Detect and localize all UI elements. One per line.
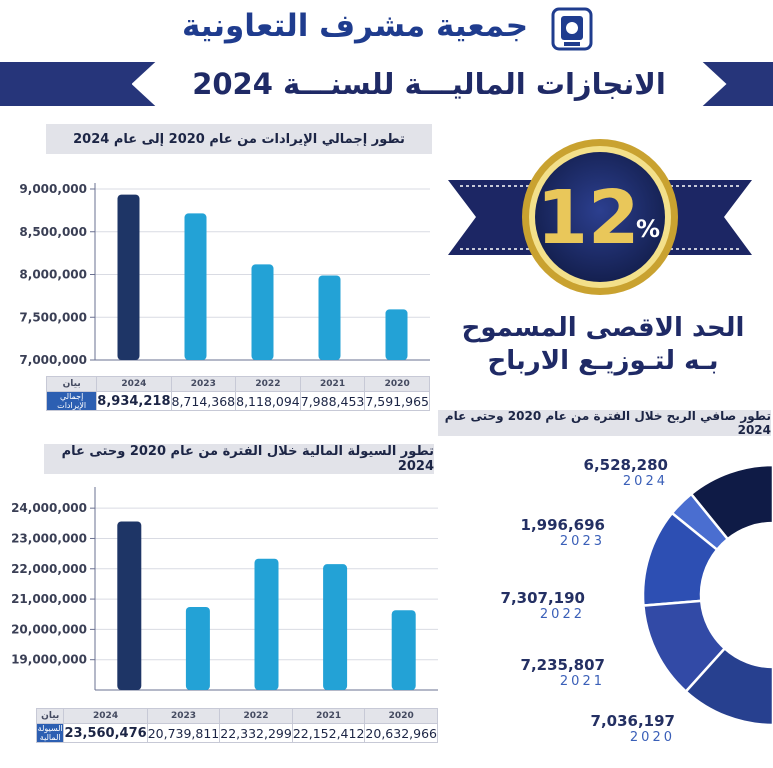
y-tick-label: 21,000,000 xyxy=(11,592,87,606)
profit-year-2022: 2022 xyxy=(539,607,585,622)
bar-2020 xyxy=(385,309,408,360)
table-header-label: بيان xyxy=(45,376,98,392)
y-tick-label: 19,000,000 xyxy=(11,653,87,667)
year-banner: الانجازات الماليـــة للسنـــة 2024 xyxy=(0,62,773,106)
bar-2021 xyxy=(318,275,341,360)
revenue-table-header-row: بيان 2024 2023 2022 2021 2020 xyxy=(45,376,430,392)
caption-line-2: بـه لتـوزيـع الارباح xyxy=(487,346,719,376)
table-header-label: بيان xyxy=(35,708,65,724)
value-cell: 20,632,966 xyxy=(364,723,438,743)
liquidity-bar-chart: 24,000,000 23,000,000 22,000,000 21,000,000… xyxy=(11,487,438,691)
value-cell: 23,560,476 xyxy=(63,723,148,743)
bar-2022 xyxy=(254,558,279,690)
profit-value-2022: 7,307,190 xyxy=(500,589,585,607)
value-cell: 22,332,299 xyxy=(219,723,293,743)
y-tick-label: 20,000,000 xyxy=(11,622,87,636)
y-tick-label: 9,000,000 xyxy=(19,182,87,196)
profit-value-2024: 6,528,280 xyxy=(583,456,668,474)
profit-chart-title: تطور صافي الربح خلال الفترة من عام 2020 … xyxy=(438,409,771,437)
profit-year-2023: 2023 xyxy=(559,534,605,549)
value-cell: 7,591,965 xyxy=(364,391,430,411)
year-cell: 2020 xyxy=(364,376,430,392)
year-cell: 2022 xyxy=(235,376,301,392)
year-cell: 2020 xyxy=(364,708,438,724)
percentage-caption: الحد الاقصى المسموح بـه لتـوزيـع الارباح xyxy=(448,312,758,378)
bar-2024 xyxy=(117,194,140,360)
y-tick-label: 7,000,000 xyxy=(19,353,87,367)
y-tick-label: 7,500,000 xyxy=(19,310,87,324)
profit-year-2024: 2024 xyxy=(622,474,668,489)
bar-2023 xyxy=(185,606,210,690)
percentage-unit: % xyxy=(636,215,660,243)
caption-line-1: الحد الاقصى المسموح xyxy=(461,313,745,343)
liquidity-table-header-row: بيان 2024 2023 2022 2021 2020 xyxy=(35,708,438,724)
liquidity-data-table: بيان 2024 2023 2022 2021 2020 السيولة ال… xyxy=(35,708,438,743)
year-cell: 2021 xyxy=(299,376,366,392)
organization-name: جمعية مشرف التعاونية xyxy=(181,8,529,44)
year-cell: 2023 xyxy=(170,376,237,392)
y-tick-label: 22,000,000 xyxy=(11,562,87,576)
profit-value-2021: 7,235,807 xyxy=(520,656,605,674)
bar-2021 xyxy=(323,564,348,690)
revenue-table-value-row: إجمالي الإيرادات 8,934,218 8,714,368 8,1… xyxy=(45,391,430,411)
organization-logo xyxy=(551,7,593,51)
revenue-data-table: بيان 2024 2023 2022 2021 2020 إجمالي الإ… xyxy=(45,376,430,411)
profit-value-2023: 1,996,696 xyxy=(520,516,605,534)
value-cell: 7,988,453 xyxy=(299,391,366,411)
revenue-chart-title: تطور إجمالي الإيرادات من عام 2020 إلى عا… xyxy=(46,124,432,154)
series-label: السيولة المالية xyxy=(35,723,65,743)
liquidity-chart-title: تطور السيولة المالية خلال الفترة من عام … xyxy=(44,444,434,474)
profit-donut-chart xyxy=(641,463,773,727)
banner-title: الانجازات الماليـــة للسنـــة 2024 xyxy=(131,62,727,106)
percentage-badge: 12 % xyxy=(448,139,752,295)
y-tick-label: 8,500,000 xyxy=(19,225,87,239)
year-cell: 2024 xyxy=(63,708,148,724)
percentage-value: 12 xyxy=(537,175,640,261)
value-cell: 8,934,218 xyxy=(96,391,172,411)
value-cell: 8,714,368 xyxy=(170,391,237,411)
y-tick-label: 23,000,000 xyxy=(11,531,87,545)
year-cell: 2024 xyxy=(96,376,172,392)
value-cell: 20,739,811 xyxy=(146,723,221,743)
year-cell: 2021 xyxy=(291,708,366,724)
profit-year-2020: 2020 xyxy=(629,730,675,745)
liquidity-table-value-row: السيولة المالية 23,560,476 20,739,811 22… xyxy=(35,723,438,743)
year-cell: 2023 xyxy=(146,708,221,724)
profit-value-2020: 7,036,197 xyxy=(590,712,675,730)
bar-2020 xyxy=(391,610,416,690)
value-cell: 22,152,412 xyxy=(291,723,366,743)
bar-2024 xyxy=(117,521,142,690)
y-tick-label: 8,000,000 xyxy=(19,268,87,282)
value-cell: 8,118,094 xyxy=(235,391,301,411)
series-label: إجمالي الإيرادات xyxy=(45,391,98,411)
profit-year-2021: 2021 xyxy=(559,674,605,689)
y-tick-label: 24,000,000 xyxy=(11,501,87,515)
revenue-bar-chart: 9,000,000 8,500,000 8,000,000 7,500,000 7,00… xyxy=(19,182,430,367)
bar-2022 xyxy=(251,264,274,360)
year-cell: 2022 xyxy=(219,708,293,724)
bar-2023 xyxy=(184,213,207,360)
